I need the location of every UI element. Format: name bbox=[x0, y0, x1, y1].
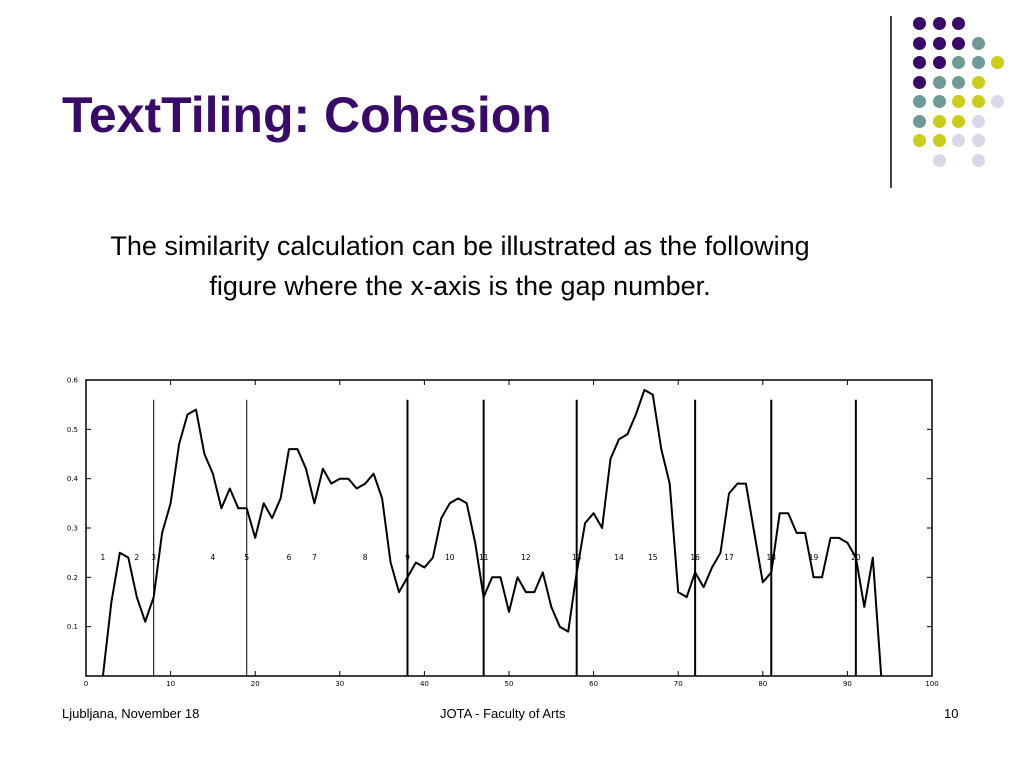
decorative-dot bbox=[932, 75, 946, 89]
decorative-dot bbox=[932, 95, 946, 108]
segment-label: 14 bbox=[614, 553, 624, 562]
title-divider-line bbox=[890, 16, 892, 188]
x-tick-label: 60 bbox=[589, 680, 598, 688]
y-tick-label: 0.5 bbox=[67, 426, 78, 434]
decorative-dot bbox=[932, 134, 946, 147]
segment-label: 16 bbox=[690, 553, 700, 562]
x-tick-label: 90 bbox=[843, 680, 852, 688]
decorative-dot bbox=[971, 75, 985, 89]
decorative-dot bbox=[932, 114, 946, 128]
segment-label: 5 bbox=[244, 553, 249, 562]
similarity-chart: 0 10 20 30 40 50 60 70 80 90 100 0.1 0.2 0.3 0.4 0.5 0.6… bbox=[67, 377, 939, 689]
decorative-dot bbox=[913, 56, 926, 69]
decorative-dot bbox=[971, 114, 985, 128]
decorative-dot bbox=[913, 134, 926, 147]
segment-label: 1 bbox=[101, 553, 106, 562]
decorative-dot bbox=[971, 153, 985, 167]
segment-label: 6 bbox=[287, 553, 292, 562]
decorative-dot bbox=[913, 75, 926, 89]
segment-label: 19 bbox=[809, 553, 819, 562]
footer-organization: JOTA - Faculty of Arts bbox=[440, 706, 566, 721]
decorative-dot bbox=[952, 95, 965, 108]
decorative-dot bbox=[932, 17, 946, 30]
footer-location-date: Ljubljana, November 18 bbox=[62, 706, 200, 721]
segment-label: 3 bbox=[151, 553, 156, 562]
x-tick-label: 70 bbox=[674, 680, 683, 688]
segment-label: 4 bbox=[211, 553, 216, 562]
x-tick-label: 30 bbox=[335, 680, 344, 688]
plot-frame bbox=[85, 379, 933, 677]
decorative-dot bbox=[971, 95, 985, 108]
y-tick-label: 0.6 bbox=[67, 377, 79, 385]
segment-label: 15 bbox=[648, 553, 658, 562]
decorative-dot bbox=[971, 36, 985, 50]
x-tick-label: 20 bbox=[251, 680, 260, 688]
decorative-dot bbox=[913, 36, 926, 50]
x-tick-label: 10 bbox=[166, 680, 175, 688]
decorative-dot bbox=[991, 56, 1004, 69]
segment-label: 9 bbox=[405, 553, 410, 562]
segment-label: 12 bbox=[521, 553, 531, 562]
decorative-dot bbox=[913, 17, 926, 30]
x-tick-label: 40 bbox=[420, 680, 429, 688]
decorative-dot bbox=[932, 36, 946, 50]
segment-label: 11 bbox=[479, 553, 489, 562]
decorative-dot bbox=[932, 153, 946, 167]
y-tick-label: 0.4 bbox=[67, 475, 79, 483]
decorative-dot bbox=[932, 56, 946, 69]
similarity-line bbox=[101, 388, 883, 677]
segment-label: 8 bbox=[363, 553, 368, 562]
segment-label: 2 bbox=[134, 553, 139, 562]
decorative-dot bbox=[913, 95, 926, 108]
x-tick-label: 50 bbox=[505, 680, 514, 688]
y-tick-label: 0.1 bbox=[67, 623, 78, 631]
decorative-dot bbox=[991, 95, 1004, 108]
body-text: The similarity calculation can be illust… bbox=[110, 231, 810, 301]
decorative-dot bbox=[952, 75, 965, 89]
decorative-dot bbox=[952, 114, 965, 128]
segment-label: 18 bbox=[766, 553, 776, 562]
segment-label: 20 bbox=[851, 553, 861, 562]
decorative-dot bbox=[952, 56, 965, 69]
decorative-dot bbox=[971, 134, 985, 147]
page-number: 10 bbox=[944, 706, 959, 721]
segment-label: 7 bbox=[312, 553, 317, 562]
segment-label: 13 bbox=[572, 553, 582, 562]
decorative-dot bbox=[913, 114, 926, 128]
x-tick-label: 80 bbox=[758, 680, 767, 688]
y-tick-label: 0.3 bbox=[67, 525, 78, 533]
slide-title: TextTiling: Cohesion bbox=[62, 87, 552, 143]
decorative-dot bbox=[952, 134, 965, 147]
decorative-dot bbox=[952, 36, 965, 50]
decorative-dot bbox=[971, 56, 985, 69]
segment-label: 17 bbox=[724, 553, 734, 562]
y-tick-label: 0.2 bbox=[67, 574, 78, 582]
segment-label: 10 bbox=[445, 553, 455, 562]
x-tick-label: 0 bbox=[84, 680, 88, 688]
x-tick-label: 100 bbox=[925, 680, 938, 688]
decorative-dot bbox=[952, 17, 965, 30]
